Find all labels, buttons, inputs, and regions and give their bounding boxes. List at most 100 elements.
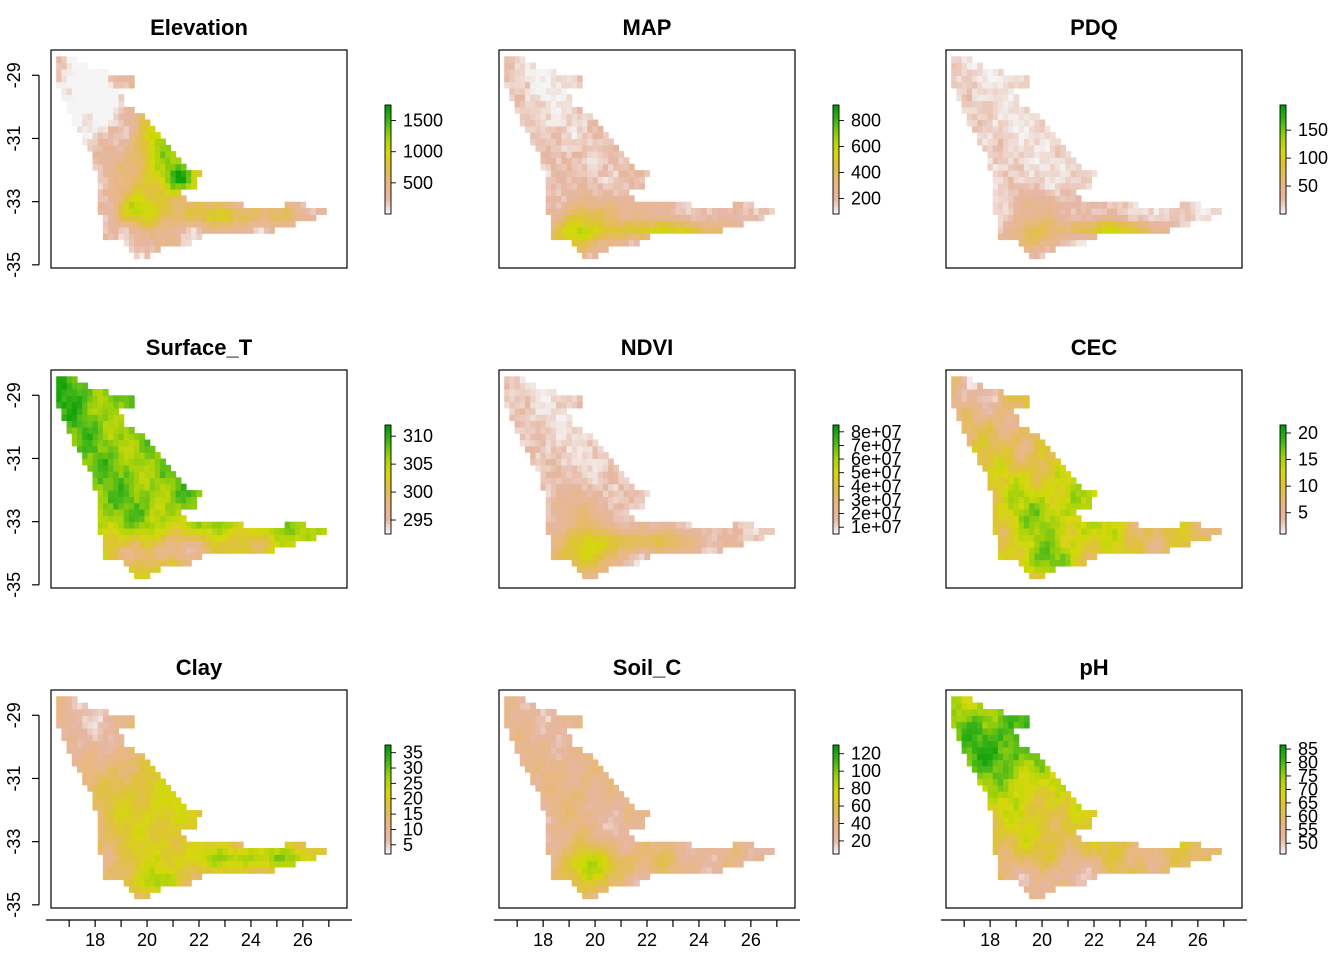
raster-cell [1049,477,1056,485]
raster-cell [97,734,104,742]
raster-cell [1023,471,1030,478]
raster-cell [545,439,552,447]
raster-cell [530,132,536,139]
colorbar-step [833,175,839,179]
raster-cell [269,534,275,542]
raster-cell [1029,125,1035,133]
raster-cell [108,734,114,742]
raster-cell [618,822,625,830]
raster-cell [1055,502,1061,510]
raster-cell [545,515,552,523]
raster-cell [97,132,104,139]
colorbar-tick-label: 5 [403,835,413,855]
raster-cell [525,727,531,735]
raster-cell [1013,477,1020,485]
raster-cell [56,721,62,729]
raster-cell [644,521,651,529]
raster-cell [576,753,583,761]
raster-cell [97,144,104,152]
raster-cell [628,490,635,497]
raster-cell [139,772,146,779]
raster-cell [1008,75,1015,83]
raster-cell [654,208,661,215]
raster-cell [175,816,182,824]
raster-cell [1158,208,1165,215]
raster-cell [1034,151,1041,158]
raster-cell [530,709,536,716]
raster-cell [623,226,630,234]
raster-cell [623,502,630,510]
raster-cell [711,848,718,855]
colorbar-step [1280,107,1286,111]
raster-cell [1086,176,1092,184]
raster-cell [597,214,604,222]
raster-cell [191,201,197,209]
raster-cell [92,157,99,165]
raster-cell [180,835,187,843]
raster-cell [128,233,135,241]
raster-cell [1070,528,1077,535]
raster-cell [1034,458,1041,466]
colorbar-step [833,184,839,188]
raster-cell [571,220,578,228]
raster-cell [97,797,104,805]
raster-cell [1003,534,1009,542]
colorbar-tick-label: 2e+07 [851,504,902,524]
raster-cell [139,226,146,234]
raster-cell [608,559,614,567]
raster-cell [530,389,536,396]
raster-cell [561,464,568,472]
raster-cell [253,534,260,542]
colorbar-step [385,490,391,494]
raster-cell [571,816,578,824]
raster-cell [956,87,963,95]
raster-cell [951,721,957,729]
raster-cell [289,848,296,855]
raster-cell [576,75,583,83]
raster-cell [154,803,161,811]
raster-cell [634,220,640,228]
raster-cell [144,502,151,510]
raster-cell [295,854,301,862]
raster-cell [154,509,161,516]
raster-cell [582,214,588,222]
raster-cell [706,540,713,548]
raster-cell [97,765,104,773]
raster-cell [154,854,161,862]
raster-cell [139,892,146,900]
colorbar-step [1280,479,1286,483]
raster-cell [556,106,562,114]
raster-cell [1003,106,1009,114]
raster-cell [175,879,182,887]
raster-cell [160,157,166,165]
raster-cell [180,803,187,811]
raster-cell [763,208,770,215]
raster-cell [92,759,99,767]
raster-cell [680,854,687,862]
raster-cell [139,534,146,542]
raster-cell [1164,226,1170,234]
raster-cell [139,816,146,824]
raster-cell [608,189,614,196]
raster-cell [82,759,88,767]
raster-cell [258,528,265,535]
raster-cell [97,389,104,396]
raster-cell [540,471,547,478]
raster-cell [582,138,588,146]
raster-cell [665,841,671,849]
raster-cell [566,521,573,529]
raster-cell [144,572,151,580]
raster-cell [165,553,171,561]
raster-cell [1112,534,1118,542]
raster-cell [123,721,130,729]
raster-cell [701,528,708,535]
colorbar-frame [832,744,840,855]
raster-cell [134,144,140,152]
raster-cell [1044,477,1051,485]
raster-cell [1091,546,1098,554]
raster-cell [961,727,968,735]
colorbar-step [833,512,839,516]
raster-cell [144,854,151,862]
raster-cell [613,182,619,190]
raster-cell [982,433,989,441]
